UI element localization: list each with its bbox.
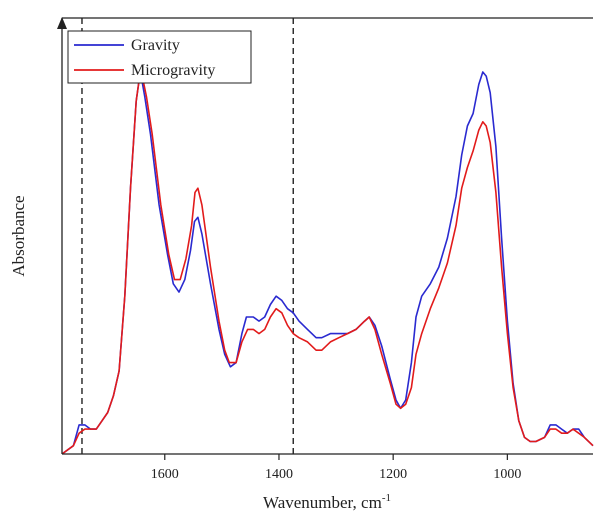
legend: Gravity Microgravity	[67, 30, 252, 84]
reference-lines	[81, 18, 294, 454]
series-line-microgravity	[61, 79, 594, 455]
x-axis-label: Wavenumber, cm-1	[263, 492, 391, 512]
y-axis-label: Absorbance	[9, 195, 28, 276]
legend-box	[67, 30, 252, 84]
x-tick-label-1600: 1600	[151, 467, 179, 482]
legend-label-gravity: Gravity	[131, 37, 180, 54]
axes-layer	[57, 17, 593, 455]
x-axis-label-superscript: -1	[382, 492, 391, 504]
x-tick-label-1200: 1200	[379, 467, 407, 482]
x-axis-label-text: Wavenumber, cm	[263, 493, 382, 512]
series-line-gravity	[61, 71, 594, 455]
x-ticks: 1600 1400 1200 1000	[151, 454, 521, 482]
series-layer	[61, 71, 594, 455]
x-tick-label-1000: 1000	[493, 467, 521, 482]
x-tick-label-1400: 1400	[265, 467, 293, 482]
legend-label-microgravity: Microgravity	[131, 62, 215, 79]
y-axis-arrow	[57, 17, 67, 29]
